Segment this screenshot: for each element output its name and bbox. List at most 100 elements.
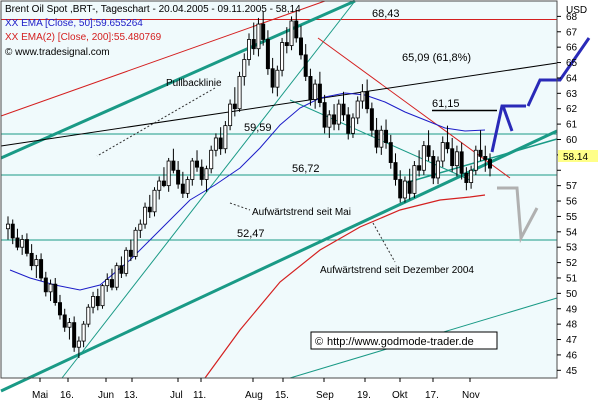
candle-body bbox=[232, 103, 237, 110]
candle-body bbox=[81, 323, 86, 342]
candle-body bbox=[133, 229, 138, 257]
forecast-up-arrow-2 bbox=[526, 37, 591, 107]
candle-body bbox=[86, 306, 91, 325]
candle-body bbox=[166, 160, 171, 187]
candle-body bbox=[20, 239, 25, 248]
legend-source: © www.tradesignal.com bbox=[5, 47, 110, 58]
candle-body bbox=[76, 340, 81, 348]
candle-body bbox=[57, 302, 62, 316]
candle-body bbox=[261, 23, 266, 40]
candle-body bbox=[171, 160, 176, 171]
y-tick-label: 68 bbox=[566, 12, 578, 23]
current-price-box bbox=[558, 150, 598, 162]
watermark-url: http://www.godmode-trader.de bbox=[327, 336, 474, 348]
candle-body bbox=[454, 151, 459, 167]
level-label-5959: 59,59 bbox=[244, 122, 272, 134]
y-tick-label: 47 bbox=[566, 335, 578, 346]
x-tick-label: Okt bbox=[392, 390, 408, 401]
candle-body bbox=[124, 249, 129, 274]
candle-body bbox=[350, 117, 355, 134]
candle-body bbox=[176, 169, 181, 185]
candle-body bbox=[289, 20, 294, 47]
red-resistance-line bbox=[317, 37, 511, 179]
candle-body bbox=[190, 160, 195, 180]
candle-body bbox=[365, 91, 370, 110]
candle-body bbox=[185, 179, 190, 194]
level-label-6843: 68,43 bbox=[372, 8, 400, 20]
candle-body bbox=[34, 259, 39, 267]
current-price-label: 58.14 bbox=[563, 152, 588, 163]
candle-body bbox=[341, 103, 346, 116]
candle-body bbox=[15, 237, 20, 248]
y-tick-label: 49 bbox=[566, 304, 578, 315]
candle-body bbox=[346, 114, 351, 134]
candle-body bbox=[393, 162, 398, 180]
x-tick-label: 15. bbox=[275, 390, 289, 401]
y-tick-label: 45 bbox=[566, 366, 578, 377]
candle-body bbox=[204, 168, 209, 180]
candle-body bbox=[199, 166, 204, 180]
y-tick-label: 54 bbox=[566, 227, 578, 238]
candle-body bbox=[308, 76, 313, 100]
candle-body bbox=[62, 314, 67, 328]
candle-body bbox=[317, 83, 322, 103]
y-tick-label: 51 bbox=[566, 273, 578, 284]
y-tick-label: 64 bbox=[566, 73, 578, 84]
candle-body bbox=[303, 54, 308, 77]
candle-body bbox=[138, 223, 143, 231]
level-label-5672: 56,72 bbox=[292, 163, 320, 175]
legend-ema200: XX EMA(2) [Close, 200]:55.480769 bbox=[5, 32, 162, 43]
candle-body bbox=[270, 68, 275, 88]
candle-body bbox=[478, 149, 483, 157]
candle-body bbox=[280, 42, 285, 71]
x-tick-label: Jul bbox=[170, 390, 183, 401]
level-label-6509: 65,09 (61,8%) bbox=[402, 52, 471, 64]
candle-body bbox=[421, 145, 426, 171]
candle-body bbox=[6, 223, 11, 230]
candle-body bbox=[355, 100, 360, 119]
candle-body bbox=[275, 69, 280, 88]
candle-body bbox=[412, 165, 417, 194]
candlestick-series bbox=[6, 10, 492, 358]
candle-body bbox=[384, 129, 389, 143]
candle-body bbox=[402, 180, 407, 199]
lower-channel-line bbox=[0, 129, 558, 393]
candle-body bbox=[360, 91, 365, 102]
plot-background bbox=[1, 1, 557, 378]
legend-ema50: XX EMA [Close, 50]:59.655264 bbox=[5, 18, 143, 29]
y-tick-label: 57 bbox=[566, 181, 578, 192]
y-tick-label: 65 bbox=[566, 58, 578, 69]
candle-body bbox=[223, 125, 228, 150]
y-tick-label: 62 bbox=[566, 104, 578, 115]
candle-body bbox=[228, 103, 233, 127]
x-axis: Mai 16. Jun 13. Jul 11. Aug 15. Sep 19. Okt 17. Nov bbox=[32, 378, 480, 401]
candle-body bbox=[445, 142, 450, 150]
x-tick-label: Nov bbox=[462, 390, 480, 401]
y-tick-label: 50 bbox=[566, 289, 578, 300]
y-axis: 4546474849505152535455565759606162636465… bbox=[557, 12, 578, 377]
candle-body bbox=[213, 137, 218, 151]
candle-body bbox=[426, 145, 431, 157]
candle-body bbox=[369, 108, 374, 131]
candle-body bbox=[195, 160, 200, 168]
candle-body bbox=[43, 277, 48, 293]
candle-body bbox=[218, 137, 223, 150]
watermark-copyright-icon: © bbox=[315, 336, 323, 348]
candle-body bbox=[39, 259, 44, 279]
x-tick-label: 17. bbox=[425, 390, 439, 401]
candle-body bbox=[109, 279, 114, 288]
candle-body bbox=[322, 102, 327, 128]
candle-body bbox=[237, 76, 242, 110]
y-tick-label: 48 bbox=[566, 320, 578, 331]
y-tick-label: 53 bbox=[566, 243, 578, 254]
x-tick-label: 19. bbox=[357, 390, 371, 401]
candle-body bbox=[469, 169, 474, 183]
y-tick-label: 55 bbox=[566, 212, 578, 223]
candle-body bbox=[24, 239, 29, 254]
candle-body bbox=[119, 265, 124, 274]
candle-body bbox=[374, 129, 379, 148]
candle-body bbox=[256, 23, 261, 50]
candle-body bbox=[147, 206, 152, 213]
forecast-up-arrow-1 bbox=[490, 104, 526, 153]
aufwaerts-dez-label: Aufwärtstrend seit Dezember 2004 bbox=[320, 265, 474, 276]
